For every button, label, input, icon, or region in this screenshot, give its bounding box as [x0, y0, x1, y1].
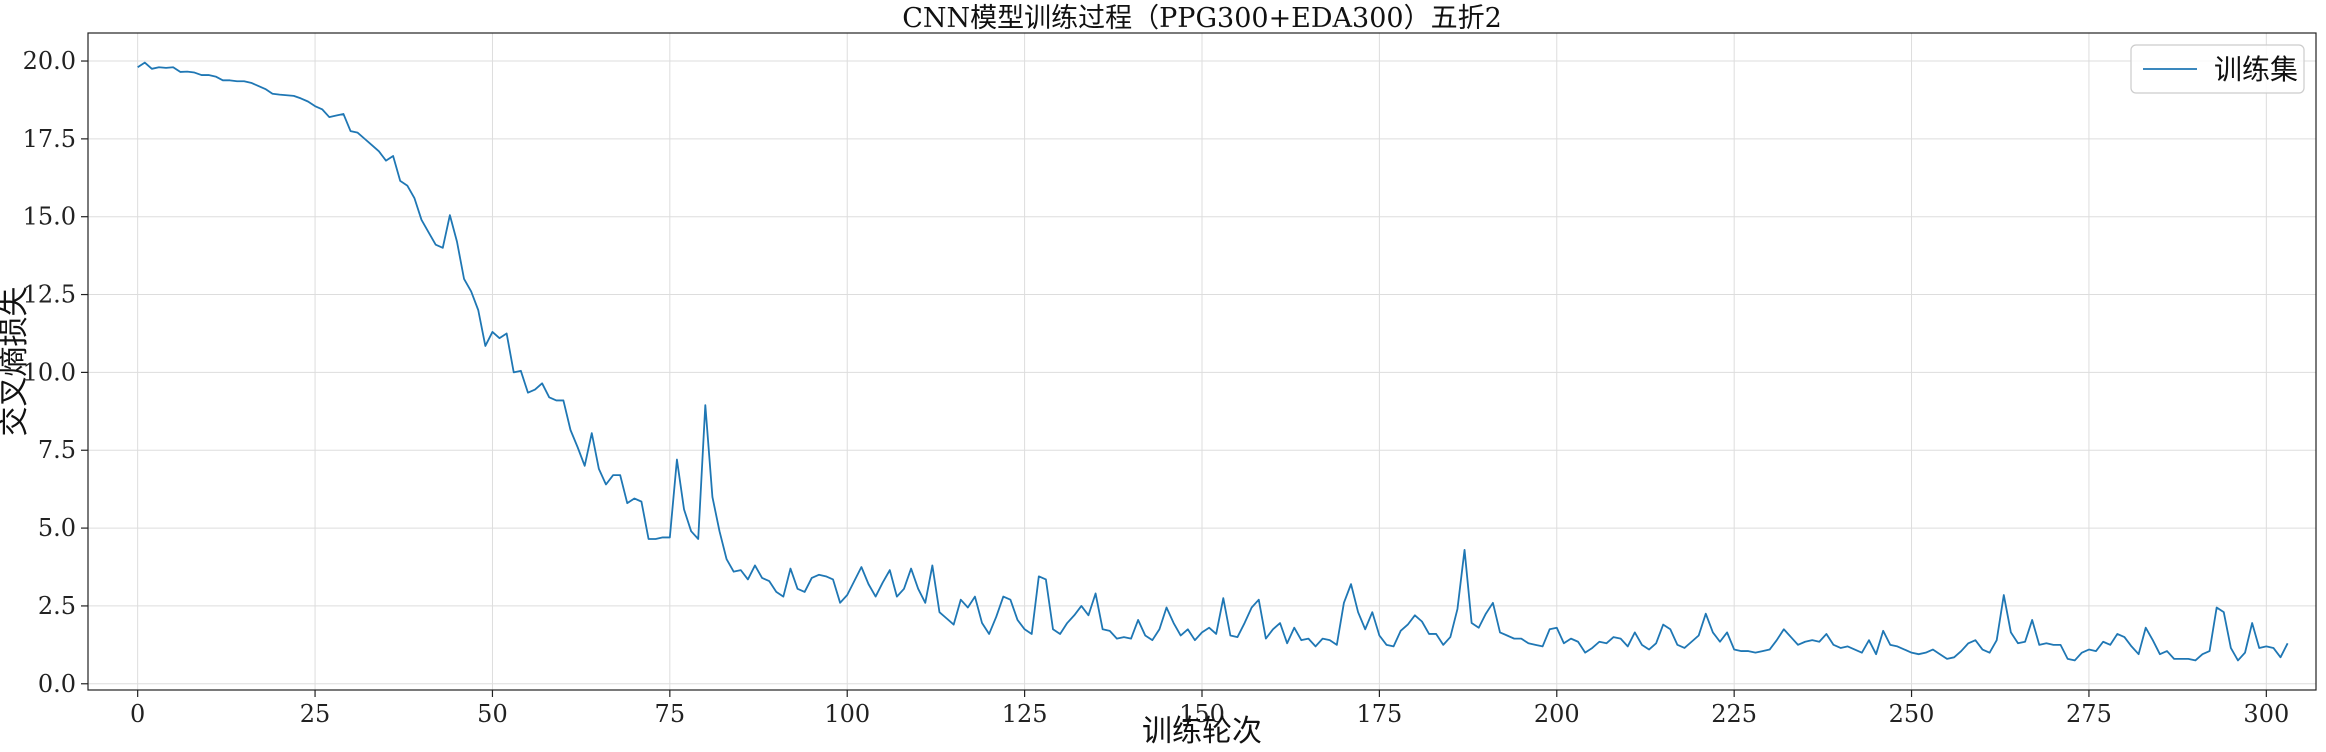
x-tick-label: 150 [1179, 700, 1225, 728]
chart-title: CNN模型训练过程（PPG300+EDA300）五折2 [902, 3, 1502, 34]
x-tick-label: 0 [130, 700, 145, 728]
y-axis-label: 交叉熵损失 [0, 287, 32, 437]
y-tick-label: 12.5 [23, 281, 76, 309]
x-tick-label: 75 [655, 700, 686, 728]
y-tick-label: 10.0 [23, 358, 76, 386]
x-tick-label: 50 [477, 700, 508, 728]
legend-box [2130, 44, 2305, 94]
y-tick-label: 7.5 [38, 436, 76, 464]
x-tick-label: 100 [824, 700, 870, 728]
x-axis-label: 训练轮次 [1142, 714, 1262, 749]
x-tick-label: 125 [1002, 700, 1048, 728]
x-tick-label: 300 [2243, 700, 2289, 728]
grid-lines [88, 33, 2316, 690]
axis-ticks: 0 25 50 75 100 125 150 175 200 225 250 275 300 0.0 2.5… [23, 47, 2290, 728]
x-tick-label: 25 [300, 700, 331, 728]
x-tick-label: 200 [1534, 700, 1580, 728]
y-tick-label: 2.5 [38, 592, 76, 620]
legend-label-training: 训练集 [2214, 53, 2298, 86]
x-tick-label: 175 [1356, 700, 1402, 728]
y-tick-label: 0.0 [38, 670, 76, 698]
x-tick-label: 225 [1711, 700, 1757, 728]
series-layer [137, 61, 2289, 662]
y-tick-label: 17.5 [23, 125, 76, 153]
x-tick-label: 275 [2066, 700, 2112, 728]
legend: 训练集 [2130, 44, 2305, 94]
x-tick-label: 250 [1889, 700, 1935, 728]
y-tick-label: 20.0 [23, 47, 76, 75]
y-tick-label: 5.0 [38, 514, 76, 542]
y-tick-label: 15.0 [23, 203, 76, 231]
series-line-training [137, 61, 2289, 662]
